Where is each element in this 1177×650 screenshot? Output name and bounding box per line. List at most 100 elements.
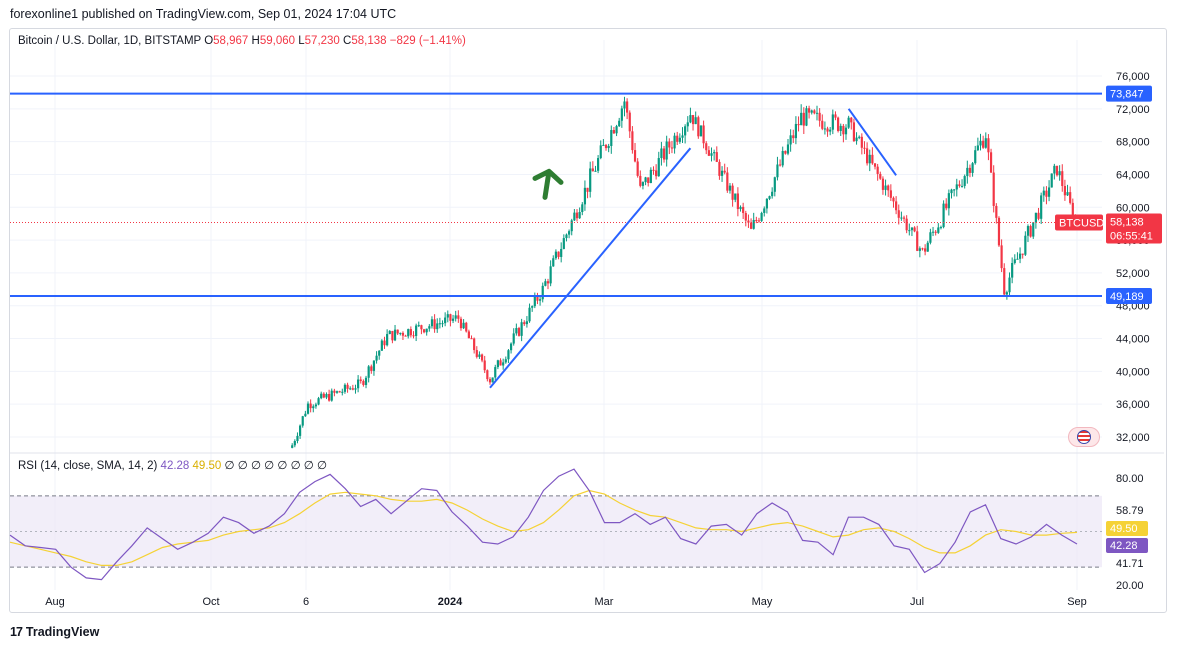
- time-tick-label: Oct: [202, 596, 219, 608]
- candle: [1069, 186, 1072, 205]
- candle-body: [330, 390, 333, 401]
- candle: [581, 202, 584, 216]
- candle: [815, 105, 819, 121]
- candle-body: [536, 296, 539, 301]
- candle: [359, 376, 362, 384]
- up-arrow-icon[interactable]: [532, 168, 564, 200]
- trendlines[interactable]: [489, 108, 897, 389]
- candle: [734, 193, 737, 203]
- candle: [515, 323, 518, 336]
- candle-body: [684, 126, 687, 136]
- candle-body: [1024, 235, 1027, 255]
- candle-body: [794, 123, 798, 139]
- candle-body: [823, 128, 827, 130]
- us-flag-icon[interactable]: [1068, 427, 1100, 447]
- candle-body: [483, 360, 486, 371]
- horizontal-levels[interactable]: [10, 92, 1102, 297]
- candle: [399, 332, 402, 336]
- candle: [863, 141, 866, 155]
- candle-body: [533, 296, 536, 307]
- candle: [409, 326, 412, 338]
- candle: [610, 125, 613, 154]
- candle-body: [686, 122, 689, 127]
- candle-body: [457, 315, 460, 319]
- candle-body: [776, 164, 779, 178]
- candle-body: [731, 185, 734, 200]
- candle: [504, 356, 507, 364]
- rsi-line: [9, 468, 1078, 581]
- candle: [330, 388, 333, 402]
- candle: [662, 145, 666, 163]
- price-axis[interactable]: 32,00036,00040,00044,00048,00052,00056,0…: [1116, 71, 1150, 444]
- candle-body: [715, 152, 718, 162]
- rsi-axis[interactable]: 80.00 58.79 41.71 20.00: [1116, 473, 1144, 592]
- candle: [354, 384, 357, 394]
- symbol-legend[interactable]: Bitcoin / U.S. Dollar, 1D, BITSTAMP O58,…: [18, 35, 466, 47]
- candle-body: [325, 393, 328, 398]
- candle: [560, 242, 563, 263]
- candle-body: [958, 184, 961, 186]
- candle-body: [760, 212, 763, 221]
- candle: [565, 233, 568, 242]
- candle-body: [984, 138, 987, 148]
- candle-body: [430, 319, 434, 327]
- candle-body: [597, 158, 600, 171]
- candle: [599, 140, 602, 160]
- candle: [942, 200, 945, 229]
- candle-body: [343, 384, 347, 392]
- candle: [855, 132, 858, 145]
- candle-body: [512, 333, 515, 344]
- candle: [866, 142, 869, 166]
- candle-body: [852, 122, 856, 142]
- candle: [575, 209, 579, 222]
- candle-body: [470, 338, 473, 340]
- candle: [422, 328, 426, 334]
- candle: [873, 163, 877, 170]
- candle: [836, 116, 840, 133]
- candle-body: [322, 393, 325, 398]
- candle: [517, 326, 521, 337]
- candle-body: [963, 176, 966, 186]
- candle: [478, 351, 481, 359]
- high-value: 59,060: [259, 35, 296, 47]
- candle: [546, 278, 550, 290]
- candle: [657, 151, 660, 177]
- candle: [913, 226, 916, 233]
- candle: [486, 369, 489, 382]
- tradingview-logo[interactable]: 17 TradingView: [10, 625, 99, 639]
- candle-body: [328, 393, 331, 401]
- candle: [570, 218, 573, 236]
- candle: [834, 111, 837, 121]
- candle-body: [1037, 212, 1040, 219]
- candle: [707, 146, 710, 157]
- candle: [829, 127, 832, 136]
- candle-body: [802, 112, 805, 126]
- candle: [736, 187, 739, 217]
- candle-body: [560, 248, 563, 257]
- candle: [325, 392, 328, 400]
- rsi-legend[interactable]: RSI (14, close, SMA, 14, 2) 42.28 49.50 …: [18, 458, 327, 472]
- candle: [689, 107, 692, 124]
- last-price-tag: 58,138 06:55:41: [1106, 213, 1162, 244]
- candle-body: [850, 117, 853, 123]
- level-tag-1-bg: [1106, 287, 1152, 304]
- candle-body: [989, 152, 993, 173]
- candle-body: [1005, 292, 1008, 295]
- candle: [633, 142, 637, 163]
- level-tag-0-text: 73,847: [1110, 89, 1144, 101]
- candle: [628, 110, 631, 138]
- time-axis[interactable]: Aug Oct 6 2024 Mar May Jul Sep: [45, 596, 1087, 608]
- candle-body: [960, 185, 964, 187]
- candle: [567, 229, 571, 239]
- candle: [778, 159, 782, 167]
- candle: [626, 98, 629, 120]
- candle-body: [494, 367, 497, 378]
- candle-body: [900, 217, 903, 219]
- candle: [494, 364, 497, 381]
- candle-body: [386, 334, 389, 346]
- candle: [887, 184, 890, 197]
- candle: [960, 179, 964, 188]
- candle: [934, 229, 937, 236]
- candle-body: [749, 222, 753, 229]
